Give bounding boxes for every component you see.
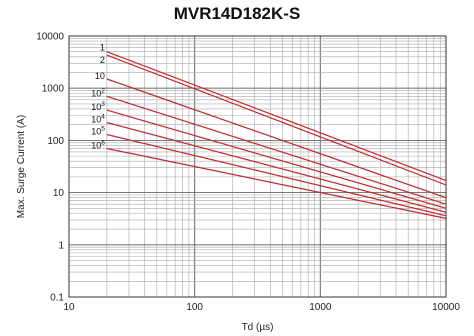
series-label-4: 103 bbox=[91, 101, 105, 112]
y-tick-label: 10 bbox=[53, 188, 65, 199]
series-line-0 bbox=[106, 51, 447, 182]
series-line-3 bbox=[106, 95, 447, 205]
x-tick-label: 10 bbox=[63, 302, 75, 313]
series-line-7 bbox=[106, 147, 447, 219]
series-line-2 bbox=[106, 78, 447, 199]
series-label-7: 106 bbox=[91, 139, 105, 150]
y-tick-label: 10000 bbox=[36, 32, 64, 43]
series-line-5 bbox=[106, 121, 447, 213]
x-tick-label: 100 bbox=[186, 302, 203, 313]
series-label-0: 1 bbox=[100, 43, 105, 53]
series-label-2: 10 bbox=[95, 71, 105, 81]
chart-title: MVR14D182K-S bbox=[173, 4, 301, 23]
series-label-1: 2 bbox=[100, 55, 105, 65]
series-line-1 bbox=[106, 54, 447, 186]
y-axis-label: Max. Surge Current (A) bbox=[16, 115, 27, 218]
x-tick-label: 1000 bbox=[309, 302, 332, 313]
series-label-6: 105 bbox=[91, 125, 105, 136]
plot-frame bbox=[68, 35, 447, 298]
tick-labels: 10 100 1000 10000 0.1 1 10 100 1000 10000 bbox=[36, 32, 460, 314]
series-lines bbox=[106, 51, 447, 219]
x-axis-label: Td (µs) bbox=[242, 322, 274, 333]
y-tick-label: 1 bbox=[58, 240, 64, 251]
y-tick-label: 0.1 bbox=[50, 293, 64, 304]
series-line-6 bbox=[106, 133, 447, 217]
series-line-4 bbox=[106, 109, 447, 209]
x-tick-label: 10000 bbox=[432, 302, 460, 313]
series-label-3: 102 bbox=[91, 87, 105, 98]
y-tick-label: 100 bbox=[47, 136, 64, 147]
series-label-5: 104 bbox=[91, 114, 105, 125]
grid bbox=[68, 35, 447, 298]
y-tick-label: 1000 bbox=[42, 84, 65, 95]
